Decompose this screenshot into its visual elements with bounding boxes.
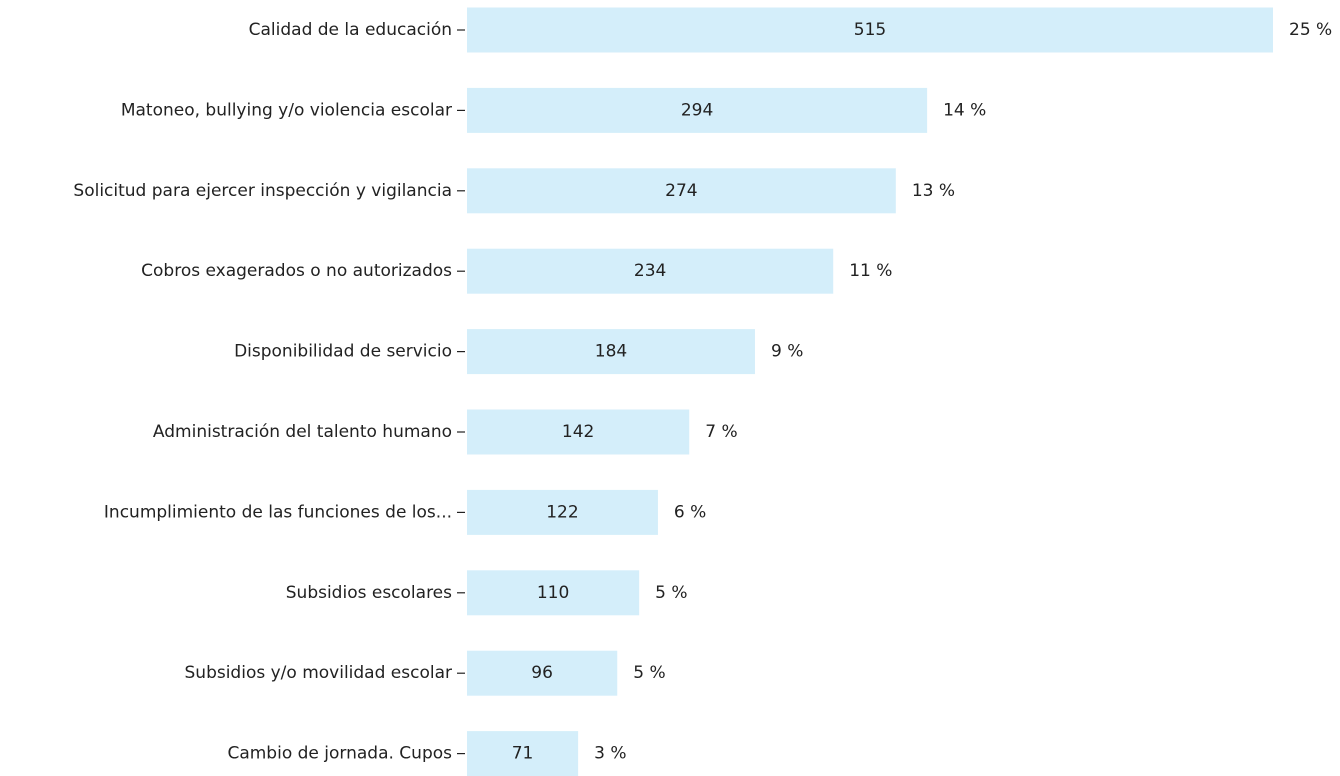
bar-value-label: 142: [562, 422, 594, 442]
category-label: Cambio de jornada. Cupos: [227, 744, 452, 764]
bar-value-label: 294: [681, 100, 713, 120]
bar-value-label: 234: [634, 261, 666, 281]
bar: [467, 570, 640, 616]
category-label: Administración del talento humano: [153, 422, 452, 442]
share-label: 13 %: [912, 181, 955, 201]
bar: [467, 329, 755, 375]
share-label: 25 %: [1289, 20, 1332, 40]
category-label: Calidad de la educación: [249, 20, 452, 40]
share-label: 7 %: [705, 422, 737, 442]
bar-value-label: 184: [595, 342, 627, 362]
bar: [467, 489, 658, 535]
bar: [467, 87, 928, 133]
bar-value-label: 71: [512, 744, 534, 764]
bar-value-label: 122: [546, 502, 578, 522]
bar: [467, 168, 896, 214]
bar-value-label: 515: [854, 20, 886, 40]
bar-value-label: 110: [537, 583, 569, 603]
category-label: Incumplimiento de las funciones de los..…: [104, 502, 452, 522]
share-label: 5 %: [633, 663, 665, 683]
bar-value-label: 274: [665, 181, 697, 201]
category-label: Subsidios escolares: [286, 583, 452, 603]
bar: [467, 731, 579, 776]
bar: [467, 650, 618, 696]
share-label: 5 %: [655, 583, 687, 603]
share-label: 9 %: [771, 342, 803, 362]
category-label: Disponibilidad de servicio: [234, 342, 452, 362]
bar: [467, 7, 1273, 53]
bar: [467, 248, 834, 294]
share-label: 11 %: [849, 261, 892, 281]
bar-value-label: 96: [531, 663, 553, 683]
category-label: Subsidios y/o movilidad escolar: [185, 663, 453, 683]
category-label: Matoneo, bullying y/o violencia escolar: [121, 100, 452, 120]
category-label: Cobros exagerados o no autorizados: [141, 261, 452, 281]
share-label: 3 %: [594, 744, 626, 764]
bar: [467, 409, 690, 455]
share-label: 6 %: [674, 502, 706, 522]
category-label: Solicitud para ejercer inspección y vigi…: [73, 181, 452, 201]
share-label: 14 %: [943, 100, 986, 120]
